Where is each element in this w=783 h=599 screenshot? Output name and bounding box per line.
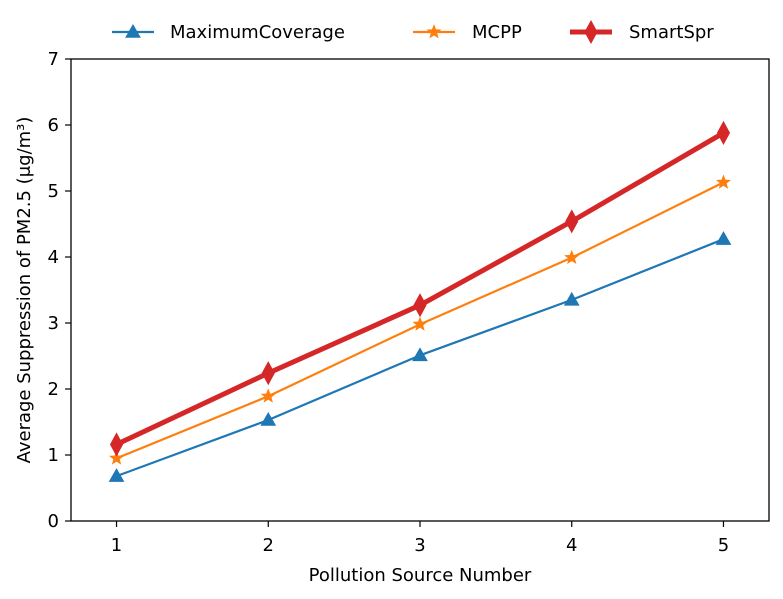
y-tick-label: 5 — [48, 181, 59, 202]
legend-item: MaximumCoverage — [112, 22, 345, 43]
legend-item: MCPP — [413, 22, 522, 43]
data-point — [563, 291, 580, 306]
data-point — [413, 293, 427, 318]
data-point — [412, 316, 428, 331]
y-tick-label: 0 — [48, 511, 59, 532]
series-maximumcoverage — [108, 231, 732, 482]
legend-marker — [584, 19, 598, 45]
series-smartspr — [109, 120, 731, 457]
data-point — [715, 231, 732, 245]
y-tick-label: 3 — [48, 313, 59, 334]
y-axis-label: Average Suppression of PM2.5 (μg/m³) — [14, 117, 35, 464]
legend-label: MCPP — [472, 22, 522, 43]
data-point — [109, 450, 125, 465]
legend-label: SmartSpr — [629, 22, 714, 43]
data-point — [412, 347, 428, 362]
data-point — [261, 361, 275, 386]
data-point — [260, 412, 277, 426]
data-point — [564, 249, 580, 265]
y-tick-label: 1 — [48, 445, 59, 466]
x-tick-label: 2 — [263, 535, 274, 556]
x-tick-label: 3 — [414, 535, 425, 556]
legend: MaximumCoverage MCPP SmartSpr — [112, 19, 714, 45]
x-tick-label: 1 — [111, 535, 122, 556]
data-point — [565, 209, 579, 234]
y-tick-label: 7 — [48, 49, 59, 70]
data-point — [109, 432, 124, 457]
legend-marker — [426, 24, 442, 39]
data-point — [260, 388, 276, 403]
series-line — [115, 130, 725, 447]
legend-marker — [125, 23, 141, 38]
y-axis: 0 1 2 3 4 5 6 7 — [48, 49, 71, 532]
plot-frame — [70, 58, 770, 522]
x-axis: 1 2 3 4 5 — [111, 521, 729, 556]
x-tick-label: 4 — [566, 535, 577, 556]
x-axis-label: Pollution Source Number — [309, 565, 532, 586]
data-point — [108, 468, 125, 482]
y-tick-label: 2 — [48, 379, 59, 400]
legend-label: MaximumCoverage — [170, 22, 345, 43]
y-tick-label: 4 — [48, 247, 59, 268]
plot-area — [108, 120, 732, 482]
y-tick-label: 6 — [48, 115, 59, 136]
data-point — [716, 120, 731, 145]
series-mcpp — [109, 174, 731, 465]
legend-item: SmartSpr — [570, 19, 714, 45]
x-tick-label: 5 — [718, 535, 729, 556]
data-point — [715, 174, 731, 189]
